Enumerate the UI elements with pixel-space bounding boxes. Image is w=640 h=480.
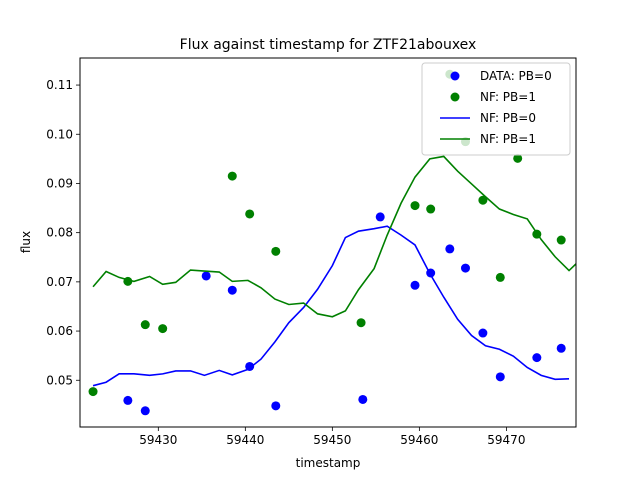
legend-box [421, 62, 571, 156]
data-point [356, 318, 366, 328]
data-point [140, 320, 150, 330]
legend-label: NF: PB=1 [480, 132, 536, 146]
legend-label: NF: PB=1 [480, 90, 536, 104]
axes-frame [79, 57, 577, 428]
data-point [478, 195, 488, 205]
chart-title: Flux against timestamp for ZTF21abouxex [180, 37, 477, 53]
legend: DATA: PB=0 NF: PB=1 NF: PB=0 NF: PB=1 [421, 62, 571, 156]
data-point [410, 201, 420, 211]
data-point [495, 272, 505, 282]
x-axis-label: timestamp [296, 456, 361, 470]
data-point [410, 280, 420, 290]
data-point [495, 372, 505, 382]
data-point [358, 394, 368, 404]
data-point [556, 343, 566, 353]
y-tick-label: 0.05 [46, 373, 73, 387]
data-point [271, 401, 281, 411]
data-point [426, 204, 436, 214]
series-line [92, 155, 576, 318]
data-point [158, 324, 168, 334]
y-tick-label: 0.06 [46, 324, 73, 338]
y-tick-label: 0.07 [46, 275, 73, 289]
data-point [375, 212, 385, 222]
data-point [201, 271, 211, 281]
data-point [245, 209, 255, 219]
series-line [92, 225, 570, 387]
data-point [478, 328, 488, 338]
data-point [513, 153, 523, 163]
y-axis: 0.05 0.06 0.07 0.08 0.09 0.10 0.11 [46, 78, 80, 387]
x-tick-label: 59430 [139, 433, 177, 447]
plot-area [88, 69, 576, 416]
data-point [245, 361, 255, 371]
x-tick-label: 59470 [487, 433, 525, 447]
y-tick-label: 0.08 [46, 226, 73, 240]
y-tick-label: 0.10 [46, 127, 73, 141]
data-point [227, 285, 237, 295]
x-tick-label: 59440 [226, 433, 264, 447]
data-point [271, 246, 281, 256]
data-point [140, 406, 150, 416]
data-point [532, 353, 542, 363]
legend-label: NF: PB=0 [480, 111, 536, 125]
x-tick-label: 59460 [400, 433, 438, 447]
legend-label: DATA: PB=0 [480, 69, 552, 83]
data-point [445, 244, 455, 254]
data-point [460, 263, 470, 273]
x-axis: 59430 59440 59450 59460 59470 [139, 427, 525, 447]
x-tick-label: 59450 [313, 433, 351, 447]
y-axis-label: flux [19, 231, 33, 253]
data-point [556, 235, 566, 245]
y-tick-label: 0.11 [46, 78, 73, 92]
data-point [88, 387, 98, 397]
data-point [227, 171, 237, 181]
legend-marker [450, 92, 460, 102]
y-tick-label: 0.09 [46, 176, 73, 190]
data-point [123, 395, 133, 405]
legend-marker [450, 71, 460, 81]
